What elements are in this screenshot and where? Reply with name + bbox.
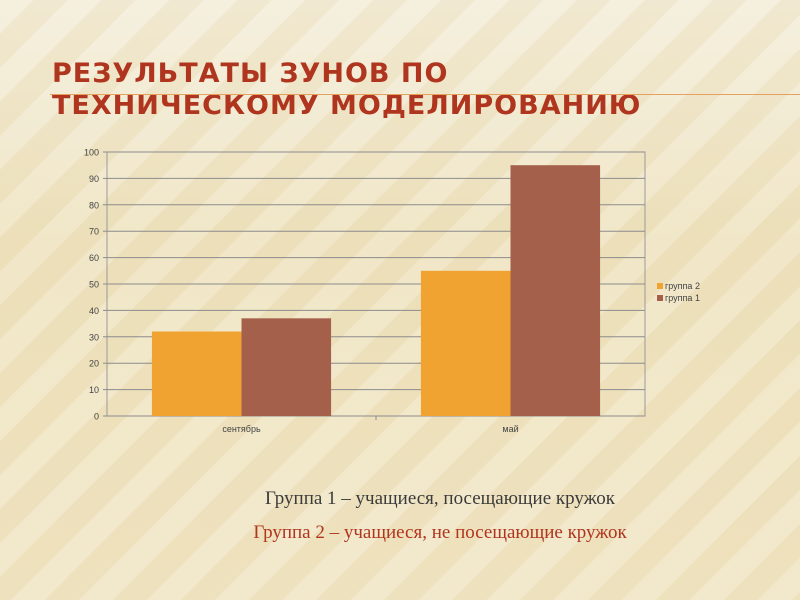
x-tick-label: сентябрь [222,424,261,434]
legend-label: группа 1 [665,293,700,303]
y-tick-label: 40 [89,306,99,316]
bar [151,331,242,416]
y-tick-label: 70 [89,227,99,237]
bar [510,165,601,416]
y-tick-label: 0 [94,412,99,422]
x-tick-label: май [502,424,518,434]
title-divider [50,94,800,95]
legend-swatch [657,295,663,301]
y-tick-label: 90 [89,174,99,184]
legend-label: группа 2 [665,281,700,291]
caption-group-1: Группа 1 – учащиеся, посещающие кружок [264,488,615,509]
y-tick-label: 20 [89,359,99,369]
slide-title: РЕЗУЛЬТАТЫ ЗУНОВ ПО ТЕХНИЧЕСКОМУ МОДЕЛИР… [52,58,772,122]
caption-group-2: Группа 2 – учащиеся, не посещающие кружо… [253,522,627,543]
title-line-2: ТЕХНИЧЕСКОМУ МОДЕЛИРОВАНИЮ [52,90,642,121]
bar [420,270,511,416]
y-tick-label: 10 [89,385,99,395]
y-tick-label: 100 [84,148,99,158]
title-line-1: РЕЗУЛЬТАТЫ ЗУНОВ ПО [52,58,449,89]
y-tick-label: 60 [89,253,99,263]
y-tick-label: 80 [89,200,99,210]
bar [241,318,332,416]
y-tick-label: 30 [89,332,99,342]
legend-swatch [657,283,663,289]
y-tick-label: 50 [89,280,99,290]
